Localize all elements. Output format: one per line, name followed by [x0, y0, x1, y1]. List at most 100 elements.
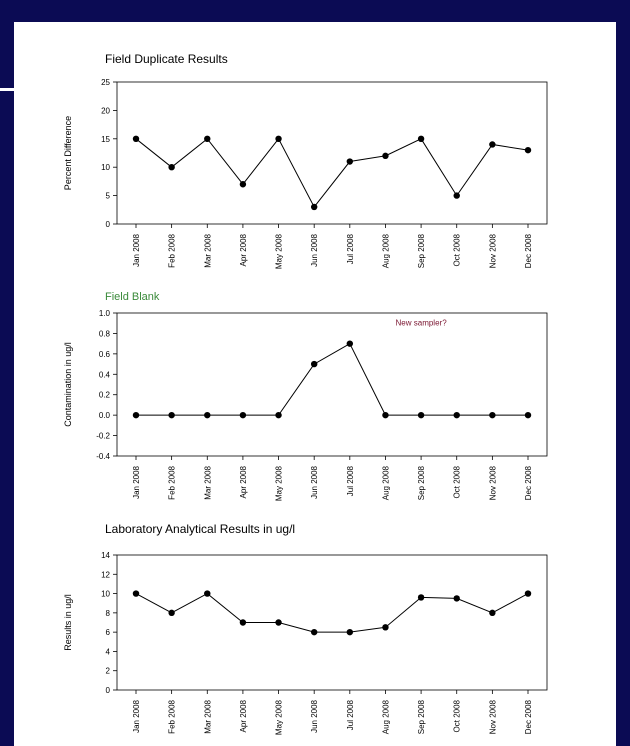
y-tick-label: 0.2: [99, 391, 111, 400]
chart-3: Laboratory Analytical Results in ug/l 0 2 4…: [63, 522, 548, 735]
y-tick-label: 0.6: [99, 350, 111, 359]
x-tick-label: Dec 2008: [524, 465, 533, 500]
x-tick-label: Aug 2008: [381, 233, 390, 268]
y-tick-label: 8: [106, 609, 111, 618]
y-tick-label: 25: [101, 78, 110, 87]
data-point: [239, 181, 247, 188]
data-point: [275, 411, 282, 419]
data-point: [168, 609, 175, 617]
x-tick-label: Nov 2008: [488, 233, 497, 268]
data-point: [453, 192, 460, 199]
y-tick-label: 0.4: [99, 370, 111, 379]
plot-frame: [116, 312, 548, 457]
data-point: [382, 624, 389, 631]
data-point: [524, 146, 532, 154]
data-point: [417, 135, 425, 142]
y-tick-label: 0.8: [99, 329, 111, 338]
data-point: [132, 590, 140, 597]
data-point: [382, 411, 389, 419]
x-tick-label: Dec 2008: [524, 699, 533, 734]
x-tick-label: Aug 2008: [381, 465, 390, 500]
data-point: [239, 619, 247, 626]
y-tick-label: 4: [106, 647, 111, 656]
x-tick-label: Mar 2008: [203, 465, 212, 499]
x-tick-label: Apr 2008: [239, 233, 248, 266]
data-point: [275, 135, 282, 142]
y-tick-label: 6: [106, 628, 111, 637]
x-tick-label: Jan 2008: [132, 699, 141, 732]
data-point: [204, 135, 211, 142]
x-tick-label: Dec 2008: [524, 233, 533, 268]
data-point: [489, 411, 496, 419]
data-point: [489, 141, 496, 148]
data-point: [346, 158, 354, 165]
x-tick-label: Mar 2008: [203, 699, 212, 733]
y-tick-label: 1.0: [99, 309, 111, 318]
x-tick-label: Jun 2008: [310, 233, 319, 266]
chart-1: Field Duplicate Results 0 5 10 15 20 25 Percent…: [63, 52, 548, 269]
x-tick-label: Jun 2008: [310, 465, 319, 498]
x-tick-label: Apr 2008: [239, 699, 248, 732]
x-tick-label: Jul 2008: [346, 233, 355, 264]
x-tick-label: Apr 2008: [239, 465, 248, 498]
y-tick-label: 2: [106, 667, 111, 676]
x-tick-label: Jan 2008: [132, 233, 141, 266]
y-tick-label: -0.4: [96, 452, 110, 461]
data-point: [417, 411, 425, 419]
x-tick-label: Mar 2008: [203, 233, 212, 267]
chart-title: Laboratory Analytical Results in ug/l: [105, 522, 295, 536]
x-tick-label: May 2008: [275, 233, 284, 269]
y-tick-label: -0.2: [96, 432, 110, 441]
x-tick-label: May 2008: [275, 465, 284, 501]
series-line: [135, 137, 529, 208]
x-tick-label: Nov 2008: [488, 699, 497, 734]
data-point: [346, 628, 354, 636]
data-point: [382, 152, 389, 160]
chart-annotation: New sampler?: [396, 318, 448, 327]
chart-paper: [14, 22, 616, 746]
series-line: [136, 342, 528, 416]
x-tick-label: Sep 2008: [417, 465, 426, 500]
data-point: [453, 595, 460, 602]
x-tick-label: Feb 2008: [168, 233, 177, 267]
series-line: [135, 592, 529, 633]
data-point: [132, 411, 140, 419]
plot-frame: [116, 554, 548, 691]
y-axis-label: Percent Difference: [63, 116, 73, 190]
y-tick-label: 0.0: [99, 411, 111, 420]
x-tick-label: Oct 2008: [453, 699, 462, 732]
data-point: [204, 590, 211, 597]
y-axis-label: Results in ug/l: [63, 594, 73, 651]
y-tick-label: 0: [106, 220, 111, 229]
data-point: [310, 360, 318, 368]
data-point: [132, 135, 140, 142]
data-point: [524, 590, 532, 597]
y-axis-label: Contamination in ug/l: [63, 342, 73, 427]
x-tick-label: Aug 2008: [381, 699, 390, 734]
x-tick-label: Sep 2008: [417, 233, 426, 268]
y-tick-label: 15: [101, 135, 110, 144]
data-point: [204, 411, 211, 419]
data-point: [168, 164, 175, 171]
y-tick-label: 20: [101, 106, 110, 115]
x-tick-label: Sep 2008: [417, 699, 426, 734]
x-tick-label: Oct 2008: [453, 465, 462, 498]
x-tick-label: Jan 2008: [132, 465, 141, 498]
chart-2: Field Blank -0.4 -0.2 0.0 0.2 0.4 0.6 0.8 1.0 Con…: [63, 291, 548, 501]
data-point: [453, 411, 460, 419]
data-point: [346, 340, 354, 347]
x-tick-label: Jun 2008: [310, 699, 319, 732]
x-tick-label: Jul 2008: [346, 465, 355, 496]
y-tick-label: 10: [101, 163, 110, 172]
x-tick-label: Oct 2008: [453, 233, 462, 266]
chart-title: Field Duplicate Results: [105, 52, 228, 66]
y-tick-label: 0: [106, 686, 111, 695]
data-point: [417, 594, 425, 601]
y-tick-label: 5: [106, 192, 111, 201]
data-point: [310, 628, 318, 636]
y-tick-label: 14: [101, 551, 110, 560]
y-tick-label: 10: [101, 590, 110, 599]
x-tick-label: May 2008: [275, 699, 284, 735]
x-tick-label: Feb 2008: [168, 699, 177, 733]
